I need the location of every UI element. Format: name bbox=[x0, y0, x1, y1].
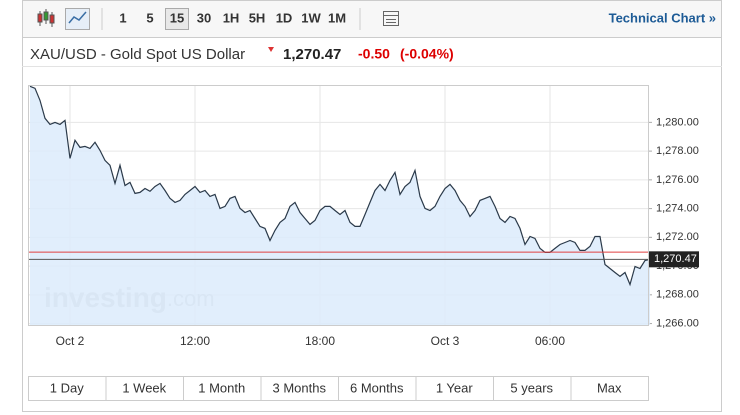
change: -0.50 bbox=[358, 46, 390, 62]
range-button[interactable] bbox=[415, 376, 494, 401]
interval-button[interactable]: 1H bbox=[223, 10, 240, 25]
range-label[interactable]: 1 Month bbox=[198, 380, 245, 395]
interval-button[interactable]: 1W bbox=[301, 10, 321, 25]
interval-button[interactable]: 5 bbox=[146, 10, 153, 25]
candle-icon[interactable] bbox=[37, 9, 55, 27]
range-button[interactable] bbox=[338, 376, 417, 401]
x-tick-label: Oct 3 bbox=[431, 334, 460, 348]
interval-button[interactable]: 1D bbox=[276, 10, 293, 25]
y-tick-label: 1,278.00 bbox=[656, 145, 699, 157]
interval-button[interactable]: 1M bbox=[328, 10, 346, 25]
technical-chart-link[interactable]: Technical Chart » bbox=[609, 10, 716, 25]
down-marker bbox=[268, 47, 274, 52]
interval-selected bbox=[165, 8, 189, 30]
range-label[interactable]: Max bbox=[597, 380, 622, 395]
interval-button[interactable]: 15 bbox=[170, 10, 184, 25]
y-tick-label: 1,274.00 bbox=[656, 202, 699, 214]
symbol: XAU/USD - Gold Spot US Dollar bbox=[30, 46, 245, 63]
interval-button[interactable]: 5H bbox=[249, 10, 266, 25]
range-button[interactable] bbox=[570, 376, 649, 401]
x-tick-label: 12:00 bbox=[180, 334, 210, 348]
y-tick-label: 1,268.00 bbox=[656, 289, 699, 301]
line-icon[interactable] bbox=[65, 8, 90, 30]
range-button[interactable] bbox=[105, 376, 184, 401]
last-price-box bbox=[649, 251, 699, 268]
change-percent: (-0.04%) bbox=[400, 46, 454, 62]
x-tick-label: Oct 2 bbox=[56, 334, 85, 348]
range-label[interactable]: 1 Year bbox=[436, 380, 474, 395]
range-button[interactable] bbox=[493, 376, 572, 401]
range-button[interactable] bbox=[28, 376, 107, 401]
toolbar bbox=[22, 0, 722, 38]
range-label[interactable]: 3 Months bbox=[273, 380, 327, 395]
range-button[interactable] bbox=[260, 376, 339, 401]
y-tick-label: 1,280.00 bbox=[656, 116, 699, 128]
y-tick-label: 1,272.00 bbox=[656, 231, 699, 243]
range-label[interactable]: 1 Day bbox=[50, 380, 84, 395]
x-tick-label: 18:00 bbox=[305, 334, 335, 348]
price: 1,270.47 bbox=[283, 46, 341, 63]
interval-button[interactable]: 30 bbox=[197, 10, 211, 25]
table-icon[interactable] bbox=[383, 11, 399, 26]
last-price-label: 1,270.47 bbox=[654, 253, 697, 265]
x-tick-label: 06:00 bbox=[535, 334, 565, 348]
y-tick-label: 1,276.00 bbox=[656, 174, 699, 186]
range-label[interactable]: 5 years bbox=[510, 380, 553, 395]
range-label[interactable]: 6 Months bbox=[350, 380, 404, 395]
y-tick-label: 1,266.00 bbox=[656, 317, 699, 329]
interval-button[interactable]: 1 bbox=[119, 10, 126, 25]
range-button[interactable] bbox=[183, 376, 262, 401]
area-fill bbox=[30, 86, 650, 325]
plot-frame bbox=[28, 85, 649, 326]
range-label[interactable]: 1 Week bbox=[122, 380, 166, 395]
